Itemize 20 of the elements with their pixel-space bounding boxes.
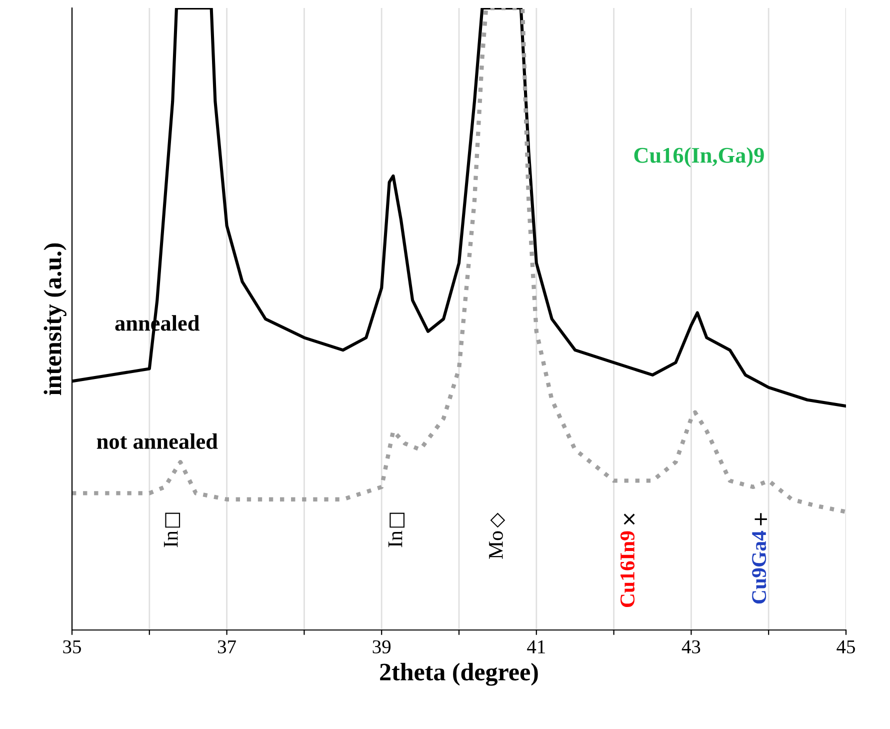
x-tick-label: 39 — [372, 640, 391, 654]
annotation: □ — [165, 512, 180, 528]
annotation: ◇ — [490, 512, 506, 528]
x-tick-label: 45 — [836, 640, 855, 654]
x-axis-title: 2theta (degree) — [380, 662, 538, 686]
annotation: In — [388, 530, 402, 548]
annotation: + — [754, 513, 767, 526]
annotation: Cu16In9 — [620, 531, 635, 608]
x-tick-label: 41 — [527, 640, 545, 654]
annotation: not annealed — [96, 433, 218, 449]
x-tick-label: 43 — [682, 640, 700, 654]
y-axis-title: intensity (a.u.) — [44, 243, 66, 396]
annotation: In — [164, 530, 178, 548]
annotation: × — [624, 514, 635, 525]
annotation: Cu9Ga4 — [752, 530, 766, 604]
annotation: Mo — [489, 531, 503, 559]
annotation: Cu16(In,Ga)9 — [634, 147, 764, 168]
x-tick-label: 35 — [63, 640, 81, 654]
x-tick-label: 37 — [218, 640, 236, 654]
annotation: □ — [390, 512, 404, 528]
